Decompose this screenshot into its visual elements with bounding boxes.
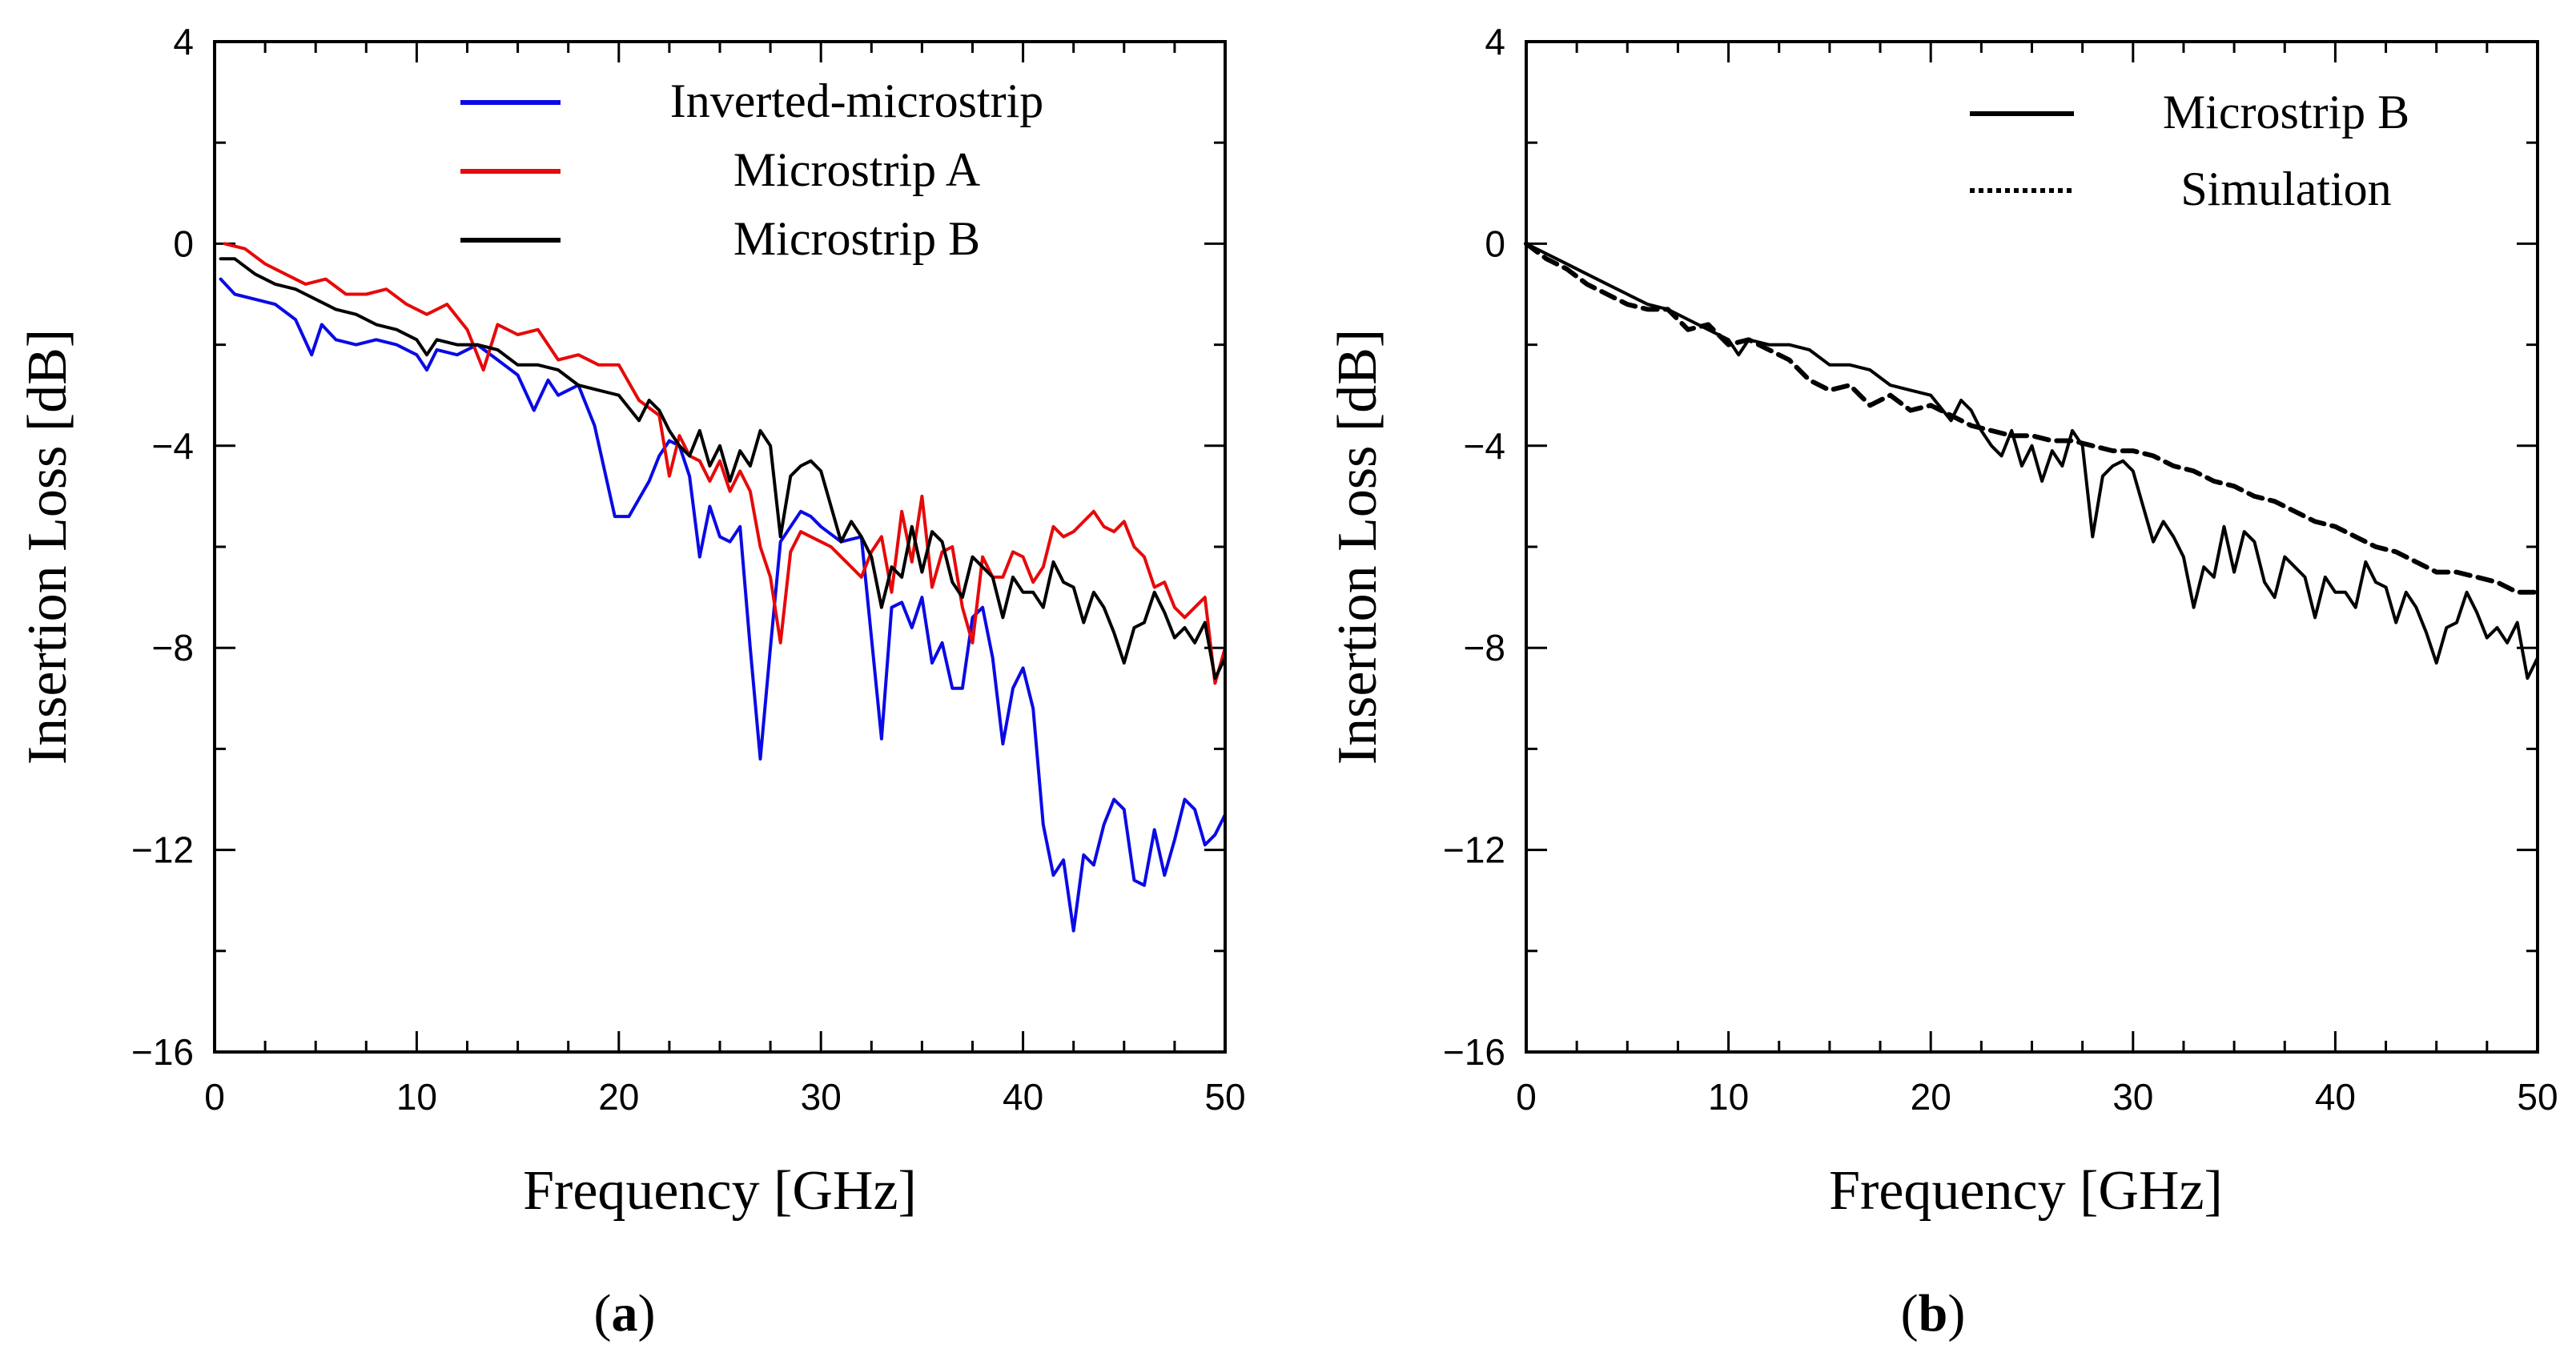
panel-b-x-tick-label: 40 bbox=[2315, 1076, 2356, 1118]
panel-a-y-tick-label: −4 bbox=[152, 425, 194, 467]
panel-b-series-microstrip-b bbox=[1525, 242, 2539, 681]
panel-a-label: (a) bbox=[594, 1284, 656, 1343]
panel-a-legend-label-microstrip-b: Microstrip B bbox=[733, 212, 980, 265]
panel-b-legend-label-microstrip-b: Microstrip B bbox=[2163, 86, 2409, 139]
panel-b-plot-frame bbox=[1525, 40, 2539, 1054]
panel-b-x-axis-label: Frequency [GHz] bbox=[1829, 1160, 2223, 1222]
panel-a-series-inverted-microstrip bbox=[219, 277, 1227, 933]
panel-a-series bbox=[219, 242, 1227, 933]
panel-b-x-tick-label: 30 bbox=[2112, 1076, 2153, 1118]
panel-b-x-tick-label: 50 bbox=[2517, 1076, 2558, 1118]
panel-b-legend: Microstrip B Simulation bbox=[1970, 86, 2409, 215]
panel-b-series-simulation bbox=[1524, 241, 2540, 595]
panel-a-x-tick-label: 20 bbox=[598, 1076, 639, 1118]
panel-a-y-tick-label: −16 bbox=[131, 1031, 194, 1073]
panel-a-legend-label-microstrip-a: Microstrip A bbox=[733, 143, 980, 196]
panel-a-x-tick-label: 10 bbox=[396, 1076, 437, 1118]
panel-b-x-tick-label: 0 bbox=[1516, 1076, 1537, 1118]
panel-b-y-tick-label: −16 bbox=[1443, 1031, 1505, 1073]
panel-a-legend-label-inverted-microstrip: Inverted-microstrip bbox=[670, 74, 1044, 127]
panel-a-series-microstrip-a bbox=[223, 242, 1227, 685]
panel-a-x-tick-label: 30 bbox=[801, 1076, 842, 1118]
panel-a-series-microstrip-b bbox=[219, 257, 1227, 681]
panel-a-x-tick-label: 50 bbox=[1204, 1076, 1245, 1118]
panel-b-y-axis-label: Insertion Loss [dB] bbox=[1327, 329, 1388, 765]
panel-a-x-tick-label: 40 bbox=[1003, 1076, 1043, 1118]
panel-b-x-tick-label: 20 bbox=[1911, 1076, 1951, 1118]
panel-b-y-tick-label: 4 bbox=[1485, 21, 1505, 62]
panel-a-legend: Inverted-microstrip Microstrip A Microstri… bbox=[460, 74, 1043, 265]
panel-b-label: (b) bbox=[1901, 1284, 1966, 1343]
panel-b-series bbox=[1524, 241, 2540, 681]
panel-a-y-tick-label: −8 bbox=[152, 627, 194, 668]
panel-a-y-tick-label: −12 bbox=[131, 829, 194, 871]
panel-a-plot-frame bbox=[213, 40, 1227, 1054]
panel-b-y-tick-label: 0 bbox=[1485, 223, 1505, 264]
panel-a-ticks bbox=[213, 40, 1227, 1054]
panel-a-x-axis-label: Frequency [GHz] bbox=[523, 1160, 917, 1222]
panel-a-y-axis-label: Insertion Loss [dB] bbox=[17, 329, 78, 765]
panel-b-legend-label-simulation: Simulation bbox=[2180, 163, 2391, 215]
panel-a-y-tick-label: 0 bbox=[173, 223, 194, 264]
panel-a-y-tick-label: 4 bbox=[173, 21, 194, 62]
panel-b-y-tick-label: −4 bbox=[1464, 425, 1505, 467]
panel-b-y-tick-label: −8 bbox=[1464, 627, 1505, 668]
panel-a-x-tick-label: 0 bbox=[204, 1076, 225, 1118]
panel-b-y-tick-label: −12 bbox=[1443, 829, 1505, 871]
panel-b-x-tick-label: 10 bbox=[1708, 1076, 1749, 1118]
